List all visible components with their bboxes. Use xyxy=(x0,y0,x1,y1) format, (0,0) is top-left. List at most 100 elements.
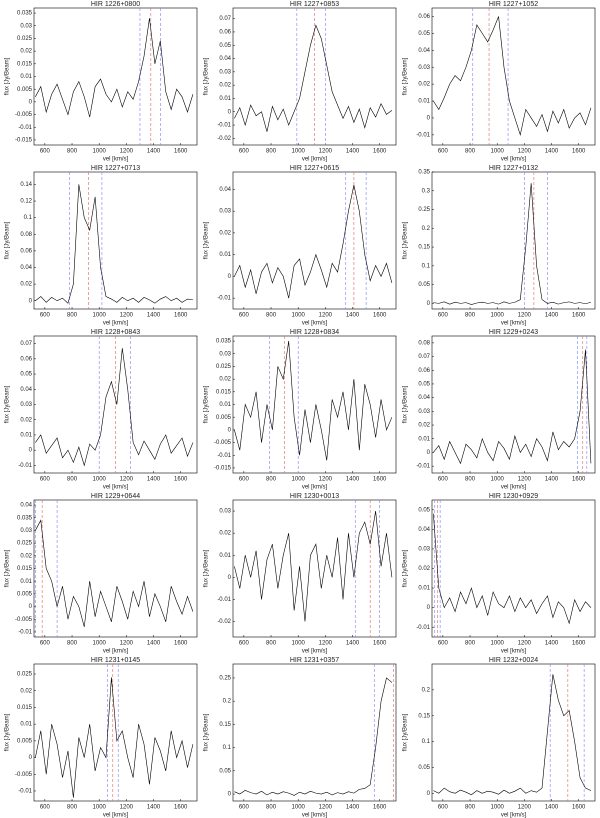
y-tick-label: 0.035 xyxy=(17,11,33,17)
panel: HIR 1227+0713 vel [km/s] flux [Jy/Beam] 600… xyxy=(5,165,198,327)
y-tick-label: 0.025 xyxy=(17,541,33,547)
y-tick-label: 0.25 xyxy=(219,676,231,682)
x-tick-label: 1600 xyxy=(572,313,586,319)
x-tick-label: 1000 xyxy=(93,477,107,483)
y-tick-label: 0.01 xyxy=(418,99,430,105)
y-tick-label: 0.07 xyxy=(219,16,231,22)
x-tick-label: 600 xyxy=(239,313,250,319)
x-axis-label: vel [km/s] xyxy=(103,649,129,655)
y-tick-label: 0.04 xyxy=(20,387,32,393)
x-tick-label: 1000 xyxy=(292,641,306,647)
y-tick-label: 0.02 xyxy=(20,688,32,694)
y-tick-label: 0.1 xyxy=(422,739,431,745)
y-tick-label: 0.005 xyxy=(216,415,232,421)
x-tick-label: 1400 xyxy=(147,477,161,483)
y-tick-label: 0.07 xyxy=(20,341,32,347)
panel: HIR 1226+0800 vel [km/s] flux [Jy/Beam] 600… xyxy=(5,1,198,163)
x-tick-label: 1000 xyxy=(292,313,306,319)
plot-area xyxy=(33,7,198,146)
panel: HIR 1227+0132 vel [km/s] flux [Jy/Beam] 600… xyxy=(403,165,596,327)
x-tick-label: 600 xyxy=(239,641,250,647)
x-tick-label: 600 xyxy=(438,477,449,483)
x-tick-label: 1200 xyxy=(518,641,532,647)
x-tick-label: 800 xyxy=(266,477,277,483)
x-tick-label: 1000 xyxy=(93,641,107,647)
plot-area xyxy=(431,499,596,638)
y-tick-label: 0 xyxy=(427,605,431,611)
y-tick-label: 0.025 xyxy=(17,36,33,42)
y-tick-label: 0.03 xyxy=(418,409,430,415)
y-tick-label: -0.015 xyxy=(214,466,232,472)
x-axis-label: vel [km/s] xyxy=(501,321,527,327)
y-axis-label: flux [Jy/Beam] xyxy=(5,713,11,751)
y-axis-label: flux [Jy/Beam] xyxy=(204,57,210,95)
x-tick-label: 1600 xyxy=(373,805,387,811)
panel: HIR 1228+0843 vel [km/s] flux [Jy/Beam] 600… xyxy=(5,329,198,491)
y-tick-label: 0.01 xyxy=(219,553,231,559)
y-tick-label: 0.04 xyxy=(219,187,231,193)
y-axis-label: flux [Jy/Beam] xyxy=(403,385,409,423)
y-tick-label: 0.02 xyxy=(20,49,32,55)
y-tick-label: 0.02 xyxy=(219,531,231,537)
y-tick-label: 0.015 xyxy=(17,61,33,67)
y-tick-label: -0.005 xyxy=(15,617,33,623)
y-tick-label: 0 xyxy=(427,450,431,456)
spectrum-line xyxy=(433,183,592,305)
plot-area xyxy=(33,499,198,638)
y-tick-label: 0.05 xyxy=(219,768,231,774)
panel-title: HIR 1228+0843 xyxy=(91,329,140,336)
x-tick-label: 1200 xyxy=(319,805,333,811)
plot-area xyxy=(232,335,397,474)
y-tick-label: 0.03 xyxy=(219,69,231,75)
x-tick-label: 1400 xyxy=(346,149,360,155)
y-tick-label: 0.04 xyxy=(418,527,430,533)
y-tick-label: 0.25 xyxy=(418,207,430,213)
spectrum-line xyxy=(35,519,194,627)
x-tick-label: 1600 xyxy=(373,313,387,319)
y-tick-label: 0 xyxy=(29,448,33,454)
panel-title: HIR 1227+0853 xyxy=(290,1,339,8)
x-tick-label: 600 xyxy=(239,149,250,155)
panel-title: HIR 1230+0013 xyxy=(290,493,339,500)
y-tick-label: 0.03 xyxy=(418,547,430,553)
panel-title: HIR 1232+0024 xyxy=(489,657,538,664)
x-tick-label: 1200 xyxy=(319,477,333,483)
y-tick-label: 0.15 xyxy=(219,722,231,728)
y-tick-label: -0.01 xyxy=(18,463,32,469)
x-tick-label: 800 xyxy=(67,149,78,155)
y-tick-label: -0.01 xyxy=(18,789,32,795)
panel: HIR 1231+0145 vel [km/s] flux [Jy/Beam] 600… xyxy=(5,657,198,818)
spectrum-line xyxy=(433,674,592,796)
panel-title: HIR 1226+0800 xyxy=(91,1,140,8)
x-tick-label: 1400 xyxy=(545,149,559,155)
x-tick-label: 600 xyxy=(438,805,449,811)
x-axis-label: vel [km/s] xyxy=(302,485,328,491)
x-tick-label: 600 xyxy=(40,805,51,811)
spectrum-line xyxy=(35,677,194,798)
y-axis-label: flux [Jy/Beam] xyxy=(403,57,409,95)
y-tick-label: -0.01 xyxy=(217,296,231,302)
x-tick-label: 1400 xyxy=(346,641,360,647)
spectrum-line xyxy=(234,184,393,299)
y-tick-label: 0.03 xyxy=(20,402,32,408)
y-tick-label: 0.02 xyxy=(219,230,231,236)
x-tick-label: 1200 xyxy=(518,477,532,483)
y-tick-label: -0.01 xyxy=(217,453,231,459)
spectrum-line xyxy=(35,18,194,118)
y-tick-label: 0.2 xyxy=(422,687,431,693)
panel: HIR 1230+0929 vel [km/s] flux [Jy/Beam] 600… xyxy=(403,493,596,655)
y-tick-label: 0 xyxy=(427,791,431,797)
panel-title: HIR 1229+0644 xyxy=(91,493,140,500)
x-tick-label: 1600 xyxy=(174,477,188,483)
x-tick-label: 1200 xyxy=(518,313,532,319)
panel: HIR 1227+0615 vel [km/s] flux [Jy/Beam] 600… xyxy=(204,165,397,327)
y-tick-label: 0.01 xyxy=(20,579,32,585)
x-tick-label: 1000 xyxy=(292,805,306,811)
plot-area xyxy=(431,663,596,802)
y-tick-label: 0.2 xyxy=(422,226,431,232)
x-axis-label: vel [km/s] xyxy=(501,813,527,818)
x-tick-label: 600 xyxy=(40,477,51,483)
spectrum-line xyxy=(433,513,592,625)
y-tick-label: 0.02 xyxy=(20,417,32,423)
x-tick-label: 1000 xyxy=(491,477,505,483)
